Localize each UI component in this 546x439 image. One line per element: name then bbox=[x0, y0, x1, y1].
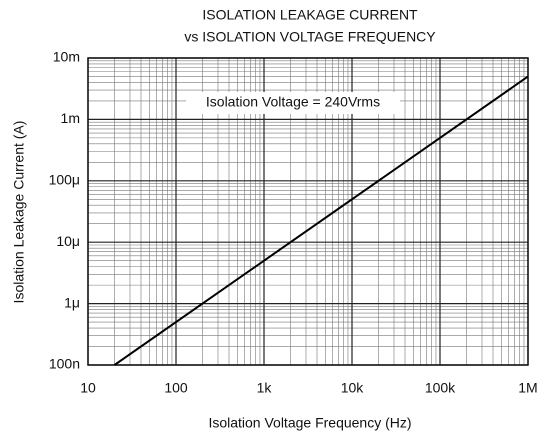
x-tick-label: 100 bbox=[164, 380, 188, 396]
annotation: Isolation Voltage = 240Vrms bbox=[206, 94, 380, 110]
y-tick-label: 10m bbox=[53, 49, 80, 65]
y-tick-label: 100μ bbox=[49, 172, 80, 188]
chart-subtitle: vs ISOLATION VOLTAGE FREQUENCY bbox=[184, 29, 436, 45]
x-axis-label: Isolation Voltage Frequency (Hz) bbox=[208, 415, 411, 431]
annotation-box bbox=[186, 92, 400, 114]
y-tick-label: 1m bbox=[61, 110, 80, 126]
x-tick-label: 100k bbox=[425, 380, 456, 396]
x-tick-label: 10 bbox=[80, 380, 96, 396]
x-tick-label: 1M bbox=[518, 380, 537, 396]
y-tick-label: 100n bbox=[49, 356, 80, 372]
x-tick-label: 10k bbox=[341, 380, 365, 396]
plot-border bbox=[87, 57, 529, 366]
chart-title: ISOLATION LEAKAGE CURRENT bbox=[202, 7, 418, 23]
data-line bbox=[113, 75, 529, 366]
y-tick-label: 1μ bbox=[64, 294, 80, 310]
x-tick-label: 1k bbox=[257, 380, 273, 396]
y-axis-label: Isolation Leakage Current (A) bbox=[11, 121, 27, 304]
y-tick-label: 10μ bbox=[56, 233, 80, 249]
